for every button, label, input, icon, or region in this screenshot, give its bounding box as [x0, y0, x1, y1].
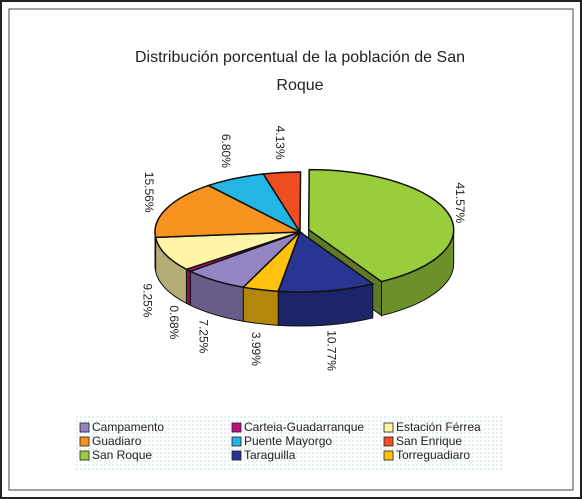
legend-label: Taraguilla — [244, 448, 296, 462]
slice — [262, 171, 302, 235]
legend-swatch — [79, 450, 90, 461]
legend-label: San Roque — [92, 448, 152, 462]
data-label: 4.13% — [273, 126, 287, 160]
legend-box — [75, 416, 503, 472]
slice — [277, 230, 375, 293]
legend-label: San Enrique — [396, 434, 462, 448]
legend-swatch — [383, 422, 394, 433]
legend-swatch — [231, 422, 242, 433]
data-label: 6.80% — [219, 134, 233, 168]
legend-label: Campamento — [92, 420, 164, 434]
legend-swatch — [79, 436, 90, 447]
slice-side — [185, 268, 191, 307]
slice — [241, 231, 301, 293]
data-label: 3.99% — [249, 332, 263, 366]
legend-label: Torreguadiaro — [396, 448, 470, 462]
legend-label: Guadiaro — [92, 434, 142, 448]
legend-label: Carteia-Guadarranque — [244, 420, 364, 434]
slice — [154, 184, 303, 239]
legend-swatch — [383, 450, 394, 461]
legend-swatch — [231, 436, 242, 447]
legend-swatch — [231, 450, 242, 461]
data-label: 10.77% — [325, 330, 339, 371]
chart-title: Distribución porcentual de la población … — [135, 49, 465, 94]
slice — [307, 168, 455, 283]
slice-side — [242, 286, 279, 326]
data-label: 9.25% — [141, 283, 155, 317]
data-label: 41.57% — [453, 182, 467, 223]
legend-label: Puente Mayorgo — [244, 434, 332, 448]
data-label: 7.25% — [197, 319, 211, 353]
legend-swatch — [383, 436, 394, 447]
legend-swatch — [79, 422, 90, 433]
data-label: 15.56% — [142, 172, 156, 213]
legend-label: Estación Férrea — [396, 420, 481, 434]
data-label: 0.68% — [167, 305, 181, 339]
